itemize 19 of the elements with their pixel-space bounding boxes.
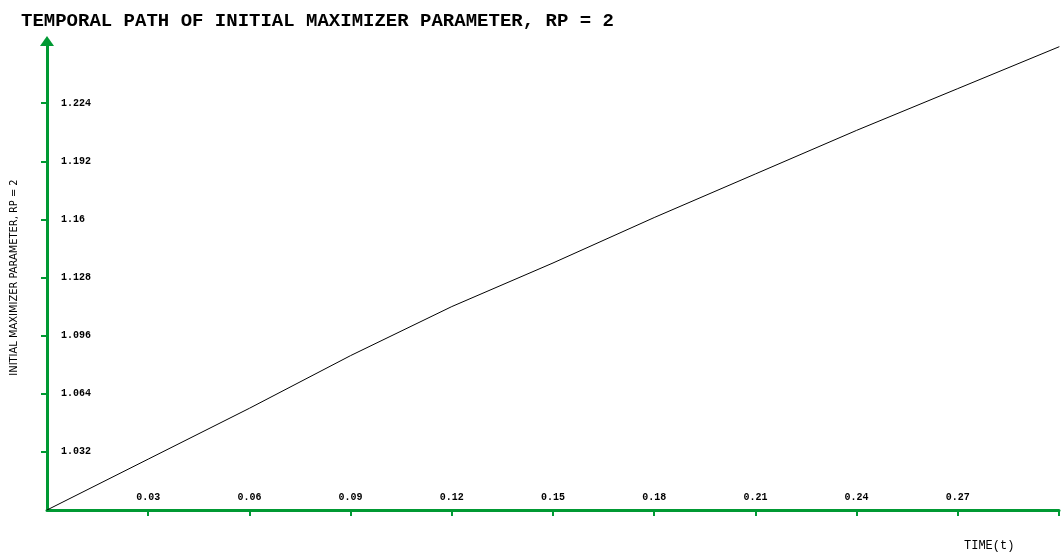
x-tick-label: 0.21 bbox=[743, 491, 768, 503]
y-axis-title: INITIAL MAXIMIZER PARAMETER, RP = 2 bbox=[7, 179, 20, 376]
y-tick-label: 1.192 bbox=[61, 155, 92, 167]
y-tick-label: 1.064 bbox=[61, 388, 92, 400]
y-tick-label: 1.224 bbox=[61, 97, 92, 109]
y-tick-label: 1.128 bbox=[61, 272, 92, 283]
x-tick-label: 0.12 bbox=[439, 491, 464, 503]
x-tick-label: 0.15 bbox=[540, 491, 566, 503]
x-tick-label: 0.09 bbox=[338, 491, 363, 503]
x-tick-label: 0.27 bbox=[945, 491, 970, 503]
chart-title: TEMPORAL PATH OF INITIAL MAXIMIZER PARAMETER, RP = 2 bbox=[21, 9, 614, 32]
y-tick-label: 1.032 bbox=[61, 446, 92, 458]
x-axis-title: TIME(t) bbox=[964, 539, 1015, 552]
x-tick-label: 0.03 bbox=[136, 491, 161, 503]
x-tick-label: 0.24 bbox=[844, 491, 869, 503]
x-tick-label: 0.06 bbox=[237, 491, 262, 503]
y-tick-label: 1.16 bbox=[61, 213, 86, 225]
y-tick-label: 1.096 bbox=[61, 330, 92, 342]
x-tick-label: 0.18 bbox=[642, 491, 667, 503]
